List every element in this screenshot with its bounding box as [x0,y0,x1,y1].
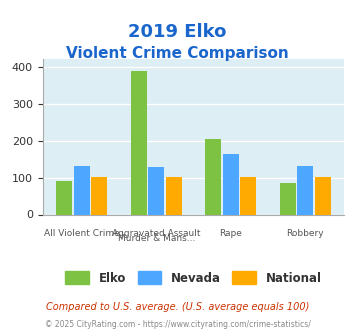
Text: Robbery: Robbery [286,229,324,238]
Text: All Violent Crime: All Violent Crime [44,229,120,238]
Text: Rape: Rape [219,229,242,238]
Bar [240,177,256,215]
Bar [131,71,147,215]
Bar [315,177,331,214]
Legend: Elko, Nevada, National: Elko, Nevada, National [61,267,326,289]
Text: Murder & Mans...: Murder & Mans... [118,234,195,243]
Bar [297,166,313,214]
Text: 2019 Elko: 2019 Elko [128,23,227,41]
Bar [74,166,90,214]
Text: Violent Crime Comparison: Violent Crime Comparison [66,46,289,61]
Bar [91,177,107,214]
Text: Aggravated Assault: Aggravated Assault [112,229,201,238]
Text: Compared to U.S. average. (U.S. average equals 100): Compared to U.S. average. (U.S. average … [46,302,309,312]
Bar [280,183,296,214]
Text: © 2025 CityRating.com - https://www.cityrating.com/crime-statistics/: © 2025 CityRating.com - https://www.city… [45,320,310,329]
Bar [148,167,164,214]
Bar [205,139,222,214]
Bar [56,181,72,214]
Bar [165,177,182,214]
Bar [223,154,239,214]
